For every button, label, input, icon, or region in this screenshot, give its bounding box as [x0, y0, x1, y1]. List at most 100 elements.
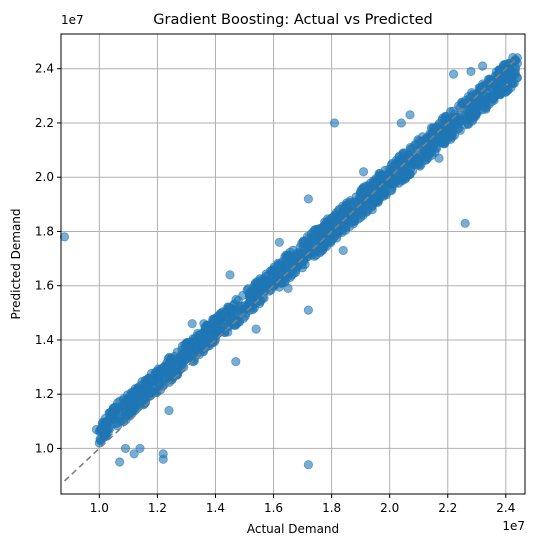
data-point	[283, 283, 293, 294]
data-point	[421, 152, 431, 163]
data-point	[59, 232, 70, 242]
data-point	[158, 449, 168, 459]
y-axis-ticks: 1.0 1.2 1.4 1.6 1.8 2.0 2.2 2.4	[35, 62, 61, 455]
data-point	[329, 118, 340, 128]
data-point	[251, 324, 261, 334]
data-point	[304, 233, 314, 243]
data-point	[397, 159, 407, 169]
data-point	[283, 262, 293, 272]
data-point	[445, 128, 455, 138]
x-tick-label: 2.4	[496, 501, 515, 515]
data-point	[385, 186, 396, 196]
data-point	[367, 205, 377, 215]
data-point	[137, 385, 147, 396]
x-axis-label: Actual Demand	[247, 522, 339, 536]
x-axis-offset-label: 1e7	[502, 519, 525, 533]
data-point	[295, 252, 305, 262]
data-point	[460, 218, 470, 228]
data-point	[276, 278, 286, 288]
x-tick-label: 2.0	[380, 501, 399, 515]
x-tick-label: 1.0	[90, 501, 109, 515]
y-axis-label: Predicted Demand	[9, 208, 23, 319]
data-point	[507, 77, 517, 87]
data-point	[466, 66, 476, 77]
data-point	[494, 65, 504, 75]
y-tick-label: 2.4	[35, 62, 54, 76]
data-point	[94, 438, 104, 448]
data-point	[327, 219, 337, 230]
data-point	[115, 457, 125, 467]
data-point	[199, 319, 209, 329]
data-point	[478, 61, 488, 71]
y-axis-offset-label: 1e7	[61, 13, 84, 27]
data-point	[227, 314, 237, 324]
data-point	[303, 194, 313, 204]
data-point	[434, 153, 444, 163]
data-point	[348, 219, 359, 229]
data-point	[399, 170, 409, 181]
data-point	[274, 237, 284, 247]
data-point	[277, 267, 287, 277]
x-tick-label: 1.2	[148, 501, 167, 515]
data-point	[338, 245, 348, 256]
data-point	[313, 231, 323, 242]
data-point	[234, 307, 244, 317]
data-point	[396, 118, 406, 128]
data-point	[454, 124, 464, 134]
x-tick-label: 1.4	[206, 501, 225, 515]
y-tick-label: 2.2	[35, 116, 54, 130]
y-tick-label: 1.8	[35, 224, 54, 238]
data-point	[222, 321, 232, 331]
data-point	[345, 198, 355, 208]
data-point	[355, 195, 365, 205]
data-point	[334, 204, 344, 215]
data-point	[359, 187, 369, 197]
data-point	[247, 299, 257, 309]
data-point	[479, 96, 489, 106]
data-point	[191, 335, 202, 345]
data-point	[223, 302, 233, 312]
data-point	[448, 69, 459, 79]
data-point	[172, 356, 182, 367]
data-point	[398, 148, 408, 158]
x-tick-label: 2.2	[438, 501, 457, 515]
data-point	[413, 160, 423, 170]
data-point	[97, 419, 107, 429]
data-point	[450, 112, 460, 123]
data-point	[247, 287, 257, 297]
plot-frame	[60, 33, 526, 495]
data-point	[180, 348, 190, 358]
data-point	[370, 178, 380, 188]
data-point	[153, 364, 163, 374]
x-axis-ticks: 1.0 1.2 1.4 1.6 1.8 2.0 2.2 2.4	[90, 494, 515, 515]
data-point	[187, 319, 197, 329]
data-point	[231, 357, 241, 367]
data-point	[120, 443, 131, 454]
data-point	[110, 406, 120, 416]
data-point	[394, 178, 404, 188]
data-point	[225, 270, 235, 280]
data-point	[410, 140, 420, 150]
data-point	[129, 449, 139, 459]
y-tick-label: 2.0	[35, 170, 54, 184]
data-point	[164, 358, 174, 368]
data-point	[461, 95, 471, 106]
y-tick-label: 1.6	[35, 279, 54, 293]
data-point	[135, 443, 145, 454]
reference-line-group	[63, 57, 518, 482]
y-tick-label: 1.4	[35, 333, 54, 347]
data-point	[125, 408, 135, 418]
data-point	[164, 405, 174, 416]
data-point	[307, 250, 317, 260]
data-point	[91, 424, 102, 435]
data-point	[432, 143, 442, 153]
data-point	[335, 226, 345, 236]
y-tick-label: 1.0	[35, 441, 54, 455]
data-point	[512, 53, 523, 63]
data-point	[115, 396, 125, 406]
chart-title: Gradient Boosting: Actual vs Predicted	[153, 12, 432, 28]
data-point	[495, 89, 505, 99]
data-point	[358, 167, 369, 177]
y-tick-label: 1.2	[35, 387, 54, 401]
